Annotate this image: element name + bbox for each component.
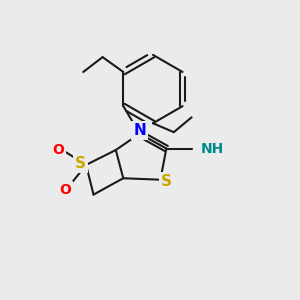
Text: NH: NH bbox=[200, 142, 224, 155]
Text: O: O bbox=[52, 143, 64, 157]
Text: O: O bbox=[59, 183, 71, 197]
Text: S: S bbox=[75, 156, 86, 171]
Text: N: N bbox=[133, 123, 146, 138]
Text: S: S bbox=[161, 174, 172, 189]
